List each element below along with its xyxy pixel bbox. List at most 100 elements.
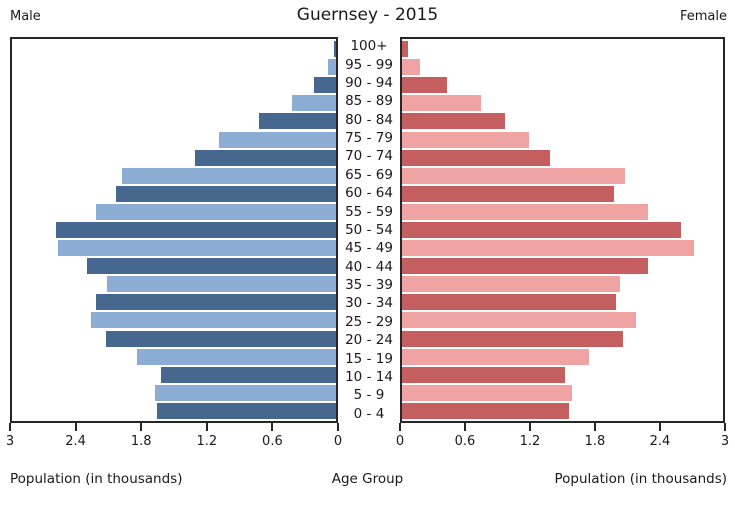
male-axis-tick-labels: 3 2.4 1.8 1.2 0.6 0 — [6, 434, 342, 452]
male-bar-row — [12, 221, 336, 239]
male-bar-row — [12, 130, 336, 148]
female-bar — [402, 348, 590, 365]
male-axis-ticks — [9, 423, 339, 432]
male-bar — [161, 366, 336, 383]
axis-tick-label: 1.2 — [519, 434, 541, 449]
female-bar-row — [402, 330, 723, 348]
male-bar — [219, 131, 336, 148]
male-bar — [56, 221, 336, 238]
female-bar-row — [402, 76, 723, 94]
axis-tick-label: 1.8 — [130, 434, 152, 449]
female-bar-row — [402, 348, 723, 366]
male-bar — [314, 77, 336, 94]
female-bar-row — [402, 384, 723, 402]
age-group-label: 5 - 9 — [353, 387, 385, 404]
female-bar — [402, 402, 569, 419]
female-bar-row — [402, 203, 723, 221]
axis-tick — [205, 423, 208, 431]
age-group-label: 70 - 74 — [345, 148, 393, 165]
age-group-label: 55 - 59 — [345, 203, 393, 220]
female-bar — [402, 113, 505, 130]
female-bar — [402, 258, 649, 275]
female-bar-row — [402, 239, 723, 257]
female-bar — [402, 77, 447, 94]
female-bar-row — [402, 149, 723, 167]
male-bar-row — [12, 293, 336, 311]
female-bar — [402, 276, 621, 293]
axis-tick — [74, 423, 77, 431]
axis-tick-label: 1.8 — [584, 434, 606, 449]
female-bar-row — [402, 40, 723, 58]
male-bar — [259, 113, 336, 130]
female-bar — [402, 312, 637, 329]
female-axis-tick-labels: 0 0.6 1.2 1.8 2.4 3 — [396, 434, 729, 452]
female-bar-row — [402, 94, 723, 112]
age-group-label: 20 - 24 — [345, 332, 393, 349]
age-group-label: 45 - 49 — [345, 240, 393, 257]
male-axis-header: Male — [10, 9, 41, 24]
age-group-label: 95 - 99 — [345, 56, 393, 73]
female-bar-row — [402, 366, 723, 384]
male-bar — [115, 185, 336, 202]
male-bar-row — [12, 311, 336, 329]
male-bar-row — [12, 275, 336, 293]
female-bar — [402, 240, 695, 257]
female-bar-row — [402, 130, 723, 148]
male-bar — [291, 95, 336, 112]
female-bar — [402, 330, 624, 347]
axis-tick — [529, 423, 531, 431]
female-bar — [402, 131, 530, 148]
female-bar-row — [402, 58, 723, 76]
female-bar-row — [402, 257, 723, 275]
age-group-label: 90 - 94 — [345, 74, 393, 91]
male-bar — [194, 149, 336, 166]
male-bar-row — [12, 185, 336, 203]
male-bar-row — [12, 112, 336, 130]
female-bar-row — [402, 402, 723, 420]
age-group-label: 85 - 89 — [345, 93, 393, 110]
male-bar — [58, 240, 336, 257]
female-bar-row — [402, 221, 723, 239]
male-plot-panel — [10, 37, 338, 423]
age-group-label: 25 - 29 — [345, 313, 393, 330]
male-bar — [96, 203, 336, 220]
male-bar-row — [12, 94, 336, 112]
male-bar-row — [12, 167, 336, 185]
female-axis-ticks — [399, 423, 726, 432]
female-bar-row — [402, 293, 723, 311]
male-bar — [328, 59, 336, 76]
axis-tick-label: 0.6 — [262, 434, 283, 449]
age-group-label: 10 - 14 — [345, 368, 393, 385]
male-bar-row — [12, 384, 336, 402]
male-bar — [86, 258, 336, 275]
male-bar — [122, 167, 336, 184]
axis-tick-label: 3 — [720, 434, 730, 449]
male-axis-title: Population (in thousands) — [10, 471, 183, 487]
axis-tick-label: 1.2 — [196, 434, 218, 449]
axis-tick — [271, 423, 274, 431]
male-bar — [333, 41, 336, 58]
male-bar-row — [12, 330, 336, 348]
male-bar-row — [12, 58, 336, 76]
age-group-label: 80 - 84 — [345, 111, 393, 128]
axis-tick — [659, 423, 661, 431]
female-bar — [402, 149, 550, 166]
female-plot-panel — [400, 37, 725, 423]
age-group-label: 60 - 64 — [345, 185, 393, 202]
female-bar-row — [402, 185, 723, 203]
female-bar — [402, 41, 409, 58]
male-bar — [154, 384, 336, 401]
male-bar — [137, 348, 336, 365]
female-bar — [402, 203, 649, 220]
male-bar — [96, 294, 336, 311]
axis-tick-label: 0.6 — [454, 434, 476, 449]
male-bar-row — [12, 366, 336, 384]
female-bar-row — [402, 112, 723, 130]
female-axis-header: Female — [679, 9, 727, 24]
female-axis-title: Population (in thousands) — [554, 471, 727, 487]
age-group-label: 100+ — [350, 38, 388, 55]
male-bar-row — [12, 40, 336, 58]
male-bar — [105, 330, 336, 347]
age-group-label: 40 - 44 — [345, 258, 393, 275]
